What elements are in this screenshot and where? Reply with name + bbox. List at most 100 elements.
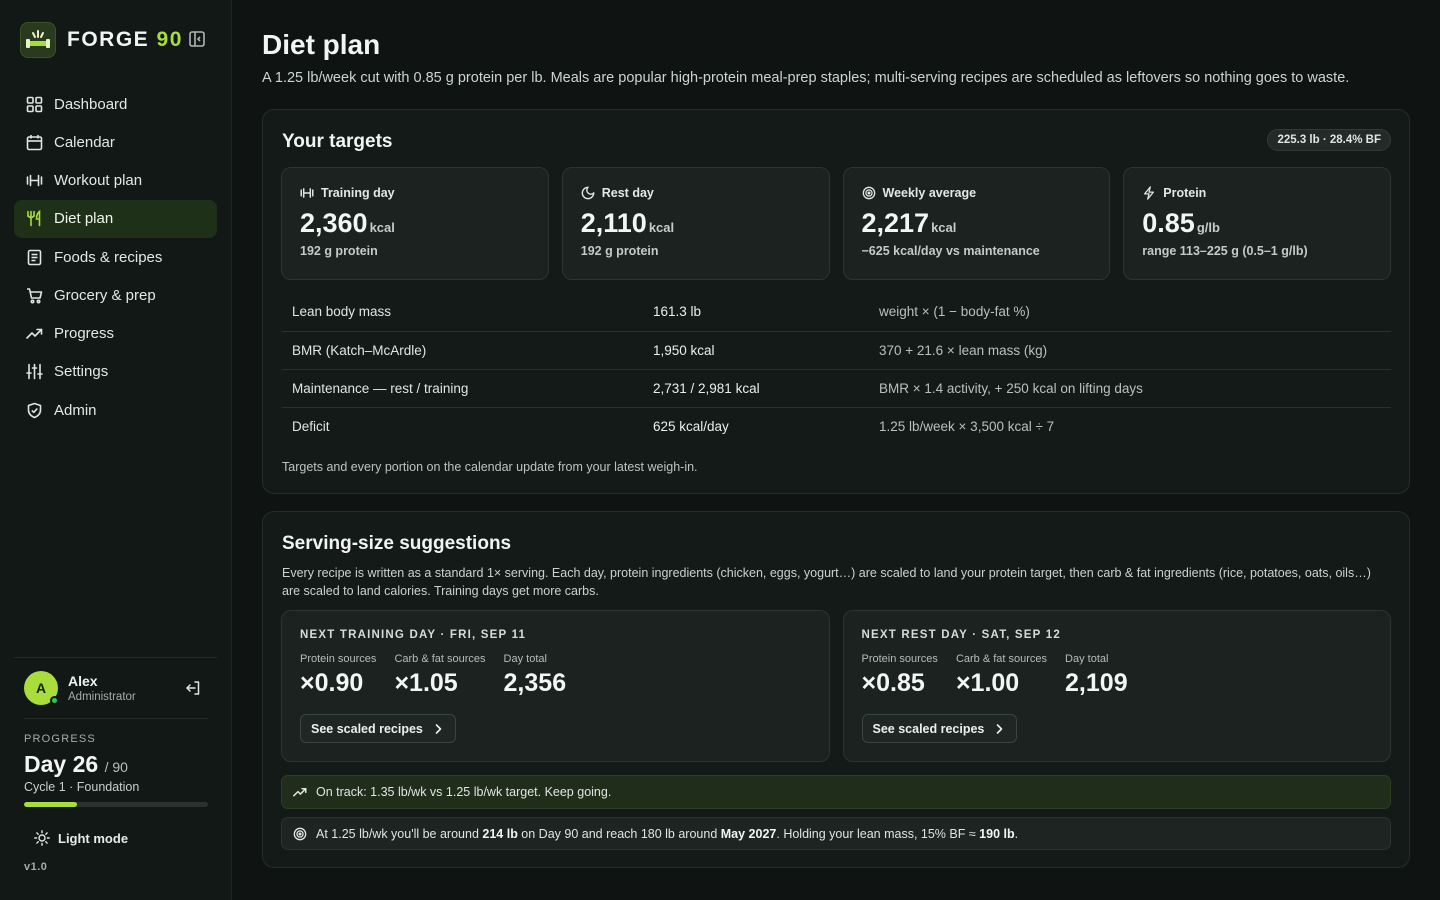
- row-name: Lean body mass: [282, 293, 643, 332]
- card-sub: 192 g protein: [580, 244, 659, 258]
- card-label: Rest day: [601, 186, 654, 200]
- weight-badge: 225.3 lb · 28.4% BF: [1267, 129, 1391, 151]
- card-sub: 192 g protein: [300, 244, 378, 258]
- projection-text: At 1.25 lb/wk you'll be around 214 lb on…: [316, 826, 1019, 841]
- table-row: Maintenance — rest / training 2,731 / 2,…: [282, 369, 1391, 408]
- table-row: BMR (Katch–McArdle) 1,950 kcal 370 + 21.…: [282, 331, 1391, 370]
- progress-day: Day 26 / 90: [24, 751, 128, 777]
- training-day-card: Training day 2,360 kcal 192 g protein: [281, 167, 549, 280]
- training-day-suggestion: NEXT TRAINING DAY · FRI, SEP 11 Protein …: [281, 610, 830, 762]
- page-title: Diet plan: [262, 29, 381, 60]
- sidebar-item-label: Progress: [54, 325, 115, 342]
- sidebar-item-label: Workout plan: [54, 172, 143, 189]
- targets-title: Your targets: [282, 131, 393, 152]
- shield-icon: [25, 401, 43, 419]
- card-label: Protein: [1163, 186, 1207, 200]
- sidebar-item-label: Admin: [54, 401, 97, 419]
- on-track-text: On track: 1.35 lb/wk vs 1.25 lb/wk targe…: [316, 785, 612, 799]
- row-value: 1,950 kcal: [643, 331, 869, 370]
- rest-day-suggestion: NEXT REST DAY · SAT, SEP 12 Protein sour…: [842, 610, 1391, 762]
- progress-bar: [24, 802, 208, 807]
- sidebar-item-calendar[interactable]: Calendar: [14, 123, 217, 161]
- sun-icon: [34, 830, 50, 846]
- sidebar: FORGE 90 Dashboard Calendar Workout plan…: [0, 0, 232, 900]
- sidebar-item-dashboard[interactable]: Dashboard: [14, 85, 217, 123]
- light-mode-toggle[interactable]: Light mode: [24, 820, 208, 856]
- avatar[interactable]: A: [24, 670, 59, 705]
- progress-bar-fill: [24, 802, 78, 807]
- light-mode-label: Light mode: [58, 830, 129, 846]
- day-total: Day total 2,109: [1065, 653, 1128, 697]
- app-version: v1.0: [24, 861, 48, 873]
- user-card: A Alex Administrator: [14, 657, 217, 717]
- row-formula: 370 + 21.6 × lean mass (kg): [869, 331, 1391, 370]
- table-row: Deficit 625 kcal/day 1.25 lb/week × 3,50…: [282, 407, 1391, 445]
- user-role: Administrator: [68, 690, 136, 703]
- row-name: BMR (Katch–McArdle): [282, 331, 643, 370]
- sidebar-item-diet-plan[interactable]: Diet plan: [14, 199, 217, 238]
- calendar-icon: [25, 133, 43, 151]
- see-scaled-recipes-button[interactable]: See scaled recipes: [300, 714, 456, 743]
- grid-icon: [25, 95, 43, 113]
- cart-icon: [25, 286, 43, 304]
- trend-icon: [25, 325, 43, 343]
- brand-name: FORGE 90: [67, 28, 183, 51]
- on-track-banner: On track: 1.35 lb/wk vs 1.25 lb/wk targe…: [281, 775, 1391, 809]
- sidebar-item-label: Diet plan: [54, 210, 114, 228]
- row-name: Maintenance — rest / training: [282, 369, 643, 408]
- sidebar-item-label: Grocery & prep: [54, 286, 156, 304]
- row-formula: weight × (1 − body-fat %): [869, 293, 1391, 332]
- card-sub: −625 kcal/day vs maintenance: [861, 244, 1040, 258]
- sidebar-item-label: Foods & recipes: [54, 248, 163, 266]
- card-value: 2,360 kcal: [300, 208, 395, 238]
- brand[interactable]: FORGE 90: [20, 22, 183, 58]
- sidebar-item-admin[interactable]: Admin: [14, 391, 217, 429]
- sidebar-item-progress[interactable]: Progress: [14, 315, 217, 353]
- weekly-average-card: Weekly average 2,217 kcal −625 kcal/day v…: [842, 167, 1111, 280]
- sidebar-item-grocery-prep[interactable]: Grocery & prep: [14, 276, 217, 314]
- sliders-icon: [25, 363, 43, 381]
- target-icon: [293, 827, 307, 841]
- sidebar-item-label: Calendar: [54, 133, 115, 151]
- calculation-table: Lean body mass 161.3 lb weight × (1 − bo…: [282, 293, 1391, 445]
- page-description: A 1.25 lb/week cut with 0.85 g protein p…: [262, 70, 1350, 86]
- row-formula: BMR × 1.4 activity, + 250 kcal on liftin…: [869, 369, 1391, 408]
- row-name: Deficit: [292, 418, 330, 434]
- target-cards: Training day 2,360 kcal 192 g protein Res…: [281, 167, 1391, 280]
- collapse-sidebar-icon[interactable]: [188, 30, 208, 50]
- trend-up-icon: [293, 785, 307, 799]
- progress-label: PROGRESS: [24, 733, 96, 745]
- protein-multiplier: Protein sources ×0.90: [300, 653, 377, 697]
- protein-multiplier: Protein sources ×0.85: [861, 653, 938, 697]
- row-value: 161.3 lb: [643, 293, 869, 332]
- target-icon: [862, 186, 876, 200]
- serving-panel: Serving-size suggestions Every recipe is…: [262, 511, 1410, 868]
- dumbbell-icon: [25, 172, 43, 190]
- serving-description: Every recipe is written as a standard 1×…: [282, 566, 1371, 598]
- progress-cycle: Cycle 1 · Foundation: [24, 780, 140, 794]
- targets-panel: Your targets 225.3 lb · 28.4% BF Trainin…: [262, 109, 1410, 494]
- user-name: Alex: [68, 672, 98, 689]
- rest-day-card: Rest day 2,110 kcal 192 g protein: [561, 167, 830, 280]
- chevron-right-icon: [432, 723, 444, 735]
- targets-note: Targets and every portion on the calenda…: [282, 460, 698, 474]
- card-label: Weekly average: [882, 186, 977, 200]
- sidebar-item-settings[interactable]: Settings: [14, 353, 217, 391]
- row-value: 2,731 / 2,981 kcal: [643, 369, 869, 408]
- see-scaled-recipes-button[interactable]: See scaled recipes: [861, 714, 1018, 743]
- table-row: Lean body mass 161.3 lb weight × (1 − bo…: [282, 293, 1391, 332]
- protein-card: Protein 0.85 g/lb range 113–225 g (0.5–1 …: [1123, 167, 1391, 280]
- bolt-icon: [1142, 186, 1156, 200]
- carb-fat-multiplier: Carb & fat sources ×1.00: [955, 653, 1048, 697]
- card-value: 2,110 kcal: [580, 208, 675, 238]
- book-icon: [25, 248, 43, 266]
- chevron-right-icon: [993, 723, 1005, 735]
- dumbbell-icon: [300, 186, 314, 200]
- moon-icon: [581, 186, 595, 200]
- sidebar-item-foods-recipes[interactable]: Foods & recipes: [14, 238, 217, 276]
- projection-banner: At 1.25 lb/wk you'll be around 214 lb on…: [281, 817, 1391, 850]
- logout-icon[interactable]: [185, 680, 201, 696]
- day-total: Day total 2,356: [503, 653, 567, 697]
- sidebar-item-workout-plan[interactable]: Workout plan: [14, 162, 217, 200]
- sidebar-item-label: Dashboard: [54, 95, 128, 113]
